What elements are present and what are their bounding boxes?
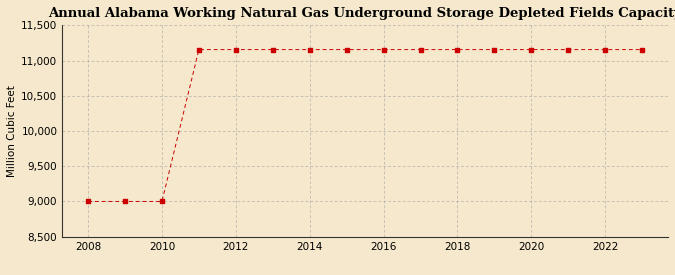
Point xyxy=(563,47,574,52)
Y-axis label: Million Cubic Feet: Million Cubic Feet xyxy=(7,85,17,177)
Point xyxy=(489,47,500,52)
Point xyxy=(342,47,352,52)
Point xyxy=(526,47,537,52)
Point xyxy=(230,47,241,52)
Point xyxy=(267,47,278,52)
Point xyxy=(194,47,205,52)
Point xyxy=(304,47,315,52)
Point xyxy=(415,47,426,52)
Title: Annual Alabama Working Natural Gas Underground Storage Depleted Fields Capacity: Annual Alabama Working Natural Gas Under… xyxy=(48,7,675,20)
Point xyxy=(82,199,93,204)
Point xyxy=(452,47,463,52)
Point xyxy=(637,47,647,52)
Point xyxy=(119,199,130,204)
Point xyxy=(378,47,389,52)
Point xyxy=(157,199,167,204)
Point xyxy=(600,47,611,52)
